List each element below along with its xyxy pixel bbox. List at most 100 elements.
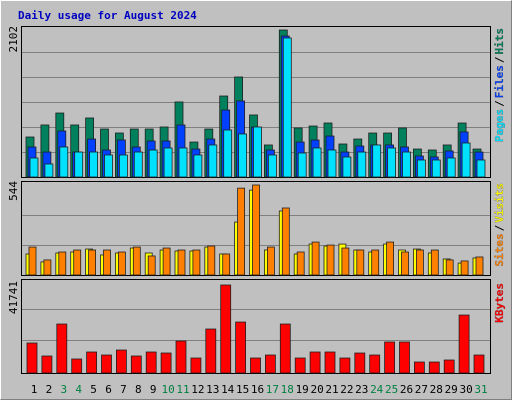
- bar: [384, 341, 396, 374]
- legend-entry: Files: [493, 65, 506, 98]
- bar: [44, 163, 54, 178]
- bar: [473, 354, 485, 374]
- x-tick-label: 12: [191, 383, 204, 396]
- legend-entry: Visits: [493, 183, 506, 223]
- legend-entry: Pages: [493, 109, 506, 142]
- x-tick-label: 2: [46, 383, 53, 396]
- bar: [428, 361, 440, 374]
- x-tick-label: 14: [221, 383, 235, 396]
- bar: [73, 249, 82, 276]
- bar: [89, 151, 98, 178]
- bar: [88, 249, 96, 276]
- legend-entry: Hits: [493, 28, 506, 55]
- legend-separator: /: [493, 224, 506, 231]
- x-tick-label: 15: [236, 383, 249, 396]
- bar: [130, 355, 142, 374]
- bar: [312, 147, 322, 178]
- bar: [56, 323, 68, 374]
- legend-separator: /: [493, 100, 506, 107]
- x-tick-label: 1: [31, 383, 38, 396]
- bar: [309, 351, 321, 374]
- bar: [372, 144, 382, 178]
- bar: [132, 246, 141, 276]
- legend-entry: KBytes: [493, 283, 506, 323]
- x-tick-label: 3: [60, 383, 67, 396]
- bar: [104, 154, 113, 178]
- bar: [29, 157, 39, 178]
- bar: [26, 342, 38, 374]
- bar: [133, 151, 143, 178]
- x-tick-label: 9: [150, 383, 157, 396]
- bar: [238, 133, 248, 178]
- bar: [297, 152, 307, 178]
- bar: [416, 159, 426, 178]
- x-tick-label: 19: [296, 383, 309, 396]
- bar: [175, 340, 187, 374]
- bar: [311, 241, 320, 276]
- bar: [296, 251, 305, 276]
- bar: [445, 259, 454, 276]
- bar: [342, 156, 352, 178]
- bar: [369, 354, 381, 374]
- bar: [190, 357, 202, 374]
- bar: [74, 151, 84, 178]
- bar: [119, 154, 128, 178]
- x-tick-label: 17: [266, 383, 279, 396]
- x-tick-label: 5: [90, 383, 97, 396]
- bar: [461, 142, 471, 178]
- x-tick-label: 28: [430, 383, 443, 396]
- bar: [101, 354, 112, 374]
- bar: [267, 154, 277, 178]
- legend: Sites /Visits: [493, 183, 506, 267]
- bar: [118, 251, 126, 276]
- x-tick-label: 23: [355, 383, 368, 396]
- bar: [281, 207, 290, 276]
- bar: [324, 351, 336, 374]
- bar: [178, 147, 188, 178]
- x-tick-label: 25: [385, 383, 398, 396]
- bar: [357, 151, 367, 178]
- chart-title: Daily usage for August 2024: [18, 9, 197, 22]
- bar: [443, 359, 455, 374]
- bar: [282, 37, 292, 178]
- x-tick-label: 29: [445, 383, 458, 396]
- x-tick-label: 18: [281, 383, 294, 396]
- bar: [177, 249, 186, 276]
- bar: [431, 159, 441, 178]
- x-tick-label: 8: [135, 383, 142, 396]
- x-tick-label: 31: [474, 383, 487, 396]
- bar: [476, 159, 486, 178]
- bar: [59, 146, 69, 178]
- bar: [402, 151, 411, 178]
- bar: [250, 357, 261, 374]
- x-tick-label: 7: [120, 383, 127, 396]
- x-tick-label: 26: [400, 383, 413, 396]
- bar: [58, 251, 67, 276]
- bar: [339, 357, 351, 374]
- bar: [413, 361, 425, 374]
- bar: [235, 321, 247, 374]
- bar: [41, 355, 53, 374]
- legend-entry: Sites: [493, 233, 506, 266]
- bar: [71, 358, 83, 374]
- bar: [160, 352, 172, 374]
- bar: [103, 249, 111, 276]
- bar: [145, 351, 157, 374]
- bar: [326, 244, 335, 276]
- legend: Pages/Files/Hits: [493, 28, 506, 142]
- bar: [458, 314, 470, 374]
- x-tick-label: 6: [105, 383, 112, 396]
- bar: [220, 284, 232, 374]
- bar: [264, 354, 276, 374]
- bar: [192, 249, 201, 276]
- bar: [430, 249, 439, 276]
- x-tick-label: 4: [75, 383, 82, 396]
- bar: [387, 147, 397, 178]
- y-tick-label: 41741: [7, 281, 20, 314]
- bar: [116, 349, 127, 374]
- bar: [28, 246, 37, 276]
- bar: [252, 184, 260, 276]
- bar: [86, 351, 97, 374]
- bar: [460, 260, 469, 276]
